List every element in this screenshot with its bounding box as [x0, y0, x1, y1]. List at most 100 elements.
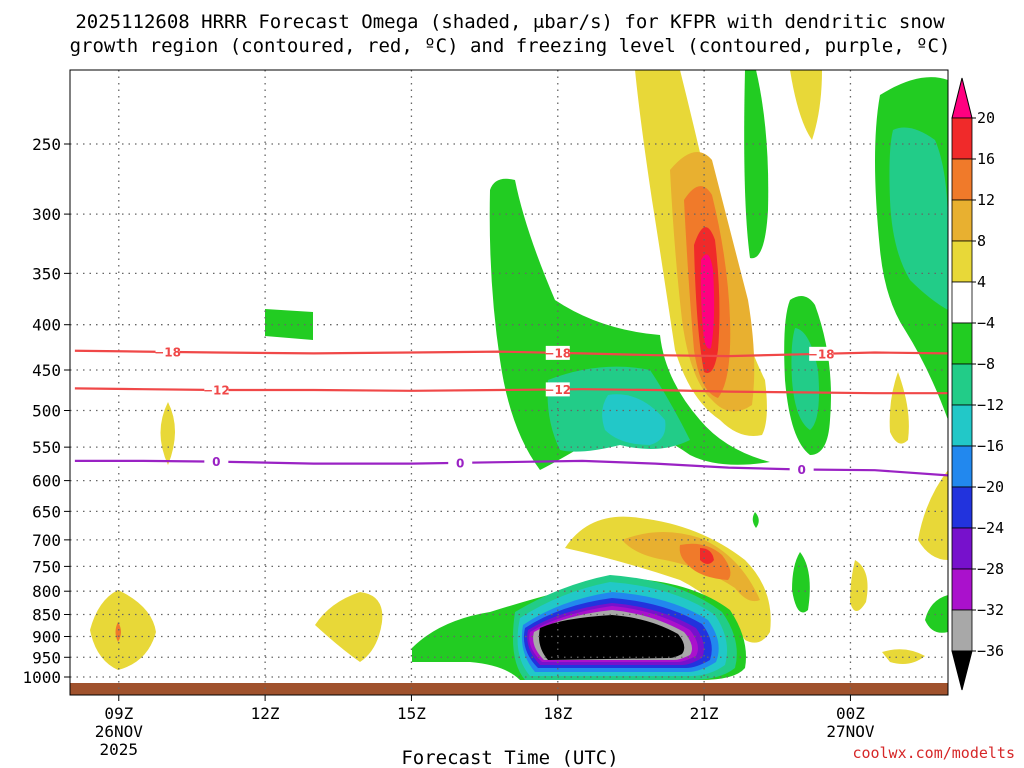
colorbar-box: [951, 158, 973, 201]
chart-title-line-1: 2025112608 HRRR Forecast Omega (shaded, …: [75, 11, 945, 33]
omega-region-yellow-upper-small: [790, 70, 822, 140]
contour-label-bg: [545, 382, 570, 397]
colorbar-label: 20: [977, 109, 995, 127]
y-tick-label: 300: [32, 205, 61, 224]
omega-region-magenta: [700, 254, 715, 349]
colorbar-box: [951, 199, 973, 242]
x-tick-label: 09Z: [104, 704, 133, 723]
contour-label-bg: [448, 455, 473, 470]
colorbar-box: [951, 117, 973, 160]
contour-label--18: −18: [544, 346, 571, 360]
contour-label-bg: [204, 454, 229, 469]
y-tick-label: 450: [32, 361, 61, 380]
y-tick-label: 550: [32, 438, 61, 457]
y-tick-label: 350: [32, 264, 61, 283]
y-tick-label: 500: [32, 402, 61, 421]
y-tick-label: 900: [32, 627, 61, 646]
contour-label-0: 0: [797, 463, 805, 477]
x-tick-label: 18Z: [543, 704, 572, 723]
x-tick-label: 2025: [100, 740, 139, 759]
plot-border: [69, 69, 949, 696]
omega-region-green-lower-small-2: [792, 552, 810, 613]
omega-region-yellow-far-right-small: [889, 372, 909, 444]
colorbar-label: −28: [977, 560, 1004, 578]
colorbar-box: [951, 609, 973, 652]
colorbar-label: −24: [977, 519, 1004, 537]
contour-label--12: −12: [544, 383, 571, 397]
colorbar-label: −16: [977, 437, 1004, 455]
colorbar-label: −4: [977, 314, 995, 332]
contour-line--12: [74, 387, 948, 395]
contour-label-bg: [155, 344, 180, 359]
contour-label--18: −18: [154, 345, 181, 359]
colorbar-label: −32: [977, 601, 1004, 619]
omega-region-yellow-lowleft: [90, 590, 156, 670]
colorbar-top-arrow: [951, 77, 973, 119]
x-tick-label: 15Z: [397, 704, 426, 723]
contour-label-0: 0: [212, 455, 220, 469]
colorbar-label: −36: [977, 642, 1004, 660]
omega-region-yellow-lower: [565, 516, 771, 643]
colorbar-box: [951, 404, 973, 447]
omega-region-green-lower-edge: [925, 595, 948, 633]
colorbar-bottom-arrow: [951, 650, 973, 691]
y-tick-label: 600: [32, 472, 61, 491]
colorbar-label: 8: [977, 232, 986, 250]
colorbar-box: [951, 363, 973, 406]
colorbar-box: [951, 445, 973, 488]
colorbar-box: [951, 240, 973, 283]
x-tick-label: 21Z: [690, 704, 719, 723]
x-tick-label: 12Z: [251, 704, 280, 723]
contour-label-bg: [545, 345, 570, 360]
omega-region-green-thin-upper: [744, 70, 769, 259]
colorbar-box: [951, 322, 973, 365]
omega-region-black-lower: [539, 615, 685, 660]
colorbar-box: [951, 486, 973, 529]
x-tick-label: 00Z: [836, 704, 865, 723]
y-axis: 250 300 350 400 450 500 550 600 650 700 750 800 850 9…: [22, 135, 70, 687]
y-tick-label: 800: [32, 582, 61, 601]
y-tick-label: 850: [32, 606, 61, 625]
omega-region-teal-far-right: [889, 127, 948, 311]
colorbar-label: 4: [977, 273, 986, 291]
y-tick-label: 750: [32, 557, 61, 576]
contour-label-bg: [789, 462, 814, 477]
omega-region-yellow-far-right-low: [918, 470, 948, 560]
contours: −18 −18 −18 −12 −12 0 0 0: [74, 344, 948, 477]
colorbar-label: −20: [977, 478, 1004, 496]
colorbar-box: [951, 527, 973, 570]
x-axis-label: Forecast Time (UTC): [401, 747, 618, 768]
colorbar-label: −8: [977, 355, 995, 373]
contour-label-bg: [204, 382, 229, 397]
omega-region-green-lower-small-1: [752, 512, 759, 528]
chart-title-line-2: growth region (contoured, red, ºC) and f…: [70, 35, 951, 57]
contour-line-0: [74, 459, 948, 477]
contour-label--12: −12: [203, 383, 230, 397]
y-tick-label: 1000: [22, 668, 61, 687]
omega-region-yellow-left-upper: [160, 402, 175, 465]
x-tick-label: 26NOV: [95, 722, 144, 741]
y-tick-label: 400: [32, 316, 61, 335]
colorbar-box: [951, 281, 973, 324]
grid: [70, 70, 948, 695]
y-tick-label: 700: [32, 531, 61, 550]
omega-region-yellow-lower-small: [850, 560, 868, 611]
plot-area: −18 −18 −18 −12 −12 0 0 0: [70, 70, 948, 695]
contour-label--18: −18: [808, 347, 835, 361]
colorbar-label: −12: [977, 396, 1004, 414]
contour-label-bg: [809, 346, 834, 361]
omega-region-cyan-main: [602, 394, 666, 445]
contour-label-0: 0: [456, 456, 464, 470]
x-tick-label: 27NOV: [826, 722, 875, 741]
colorbar-label: 16: [977, 150, 995, 168]
y-tick-label: 650: [32, 502, 61, 521]
colorbar: 20 16 12 8 4 −4 −8 −12 −16 −20 −24 −28 −32 −36: [951, 77, 1004, 691]
ground-strip: [70, 683, 948, 695]
colorbar-box: [951, 568, 973, 611]
colorbar-label: 12: [977, 191, 995, 209]
omega-region-green-small: [265, 309, 313, 340]
y-tick-label: 950: [32, 648, 61, 667]
credit-text[interactable]: coolwx.com/modelts: [852, 744, 1015, 762]
y-tick-label: 250: [32, 135, 61, 154]
